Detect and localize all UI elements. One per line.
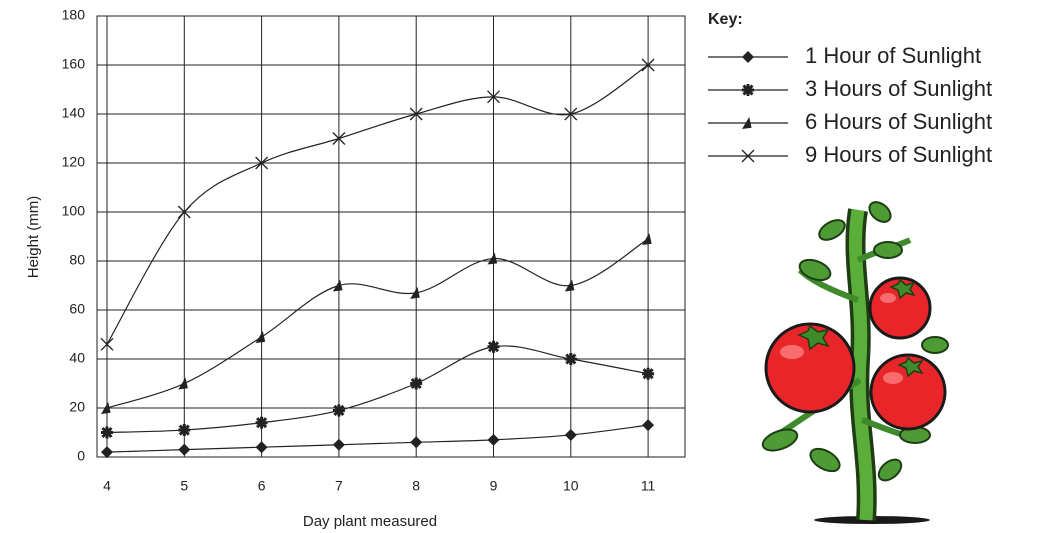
tomato-plant — [761, 201, 949, 524]
y-tick-label: 60 — [69, 301, 85, 317]
marker — [642, 419, 655, 432]
legend-marker — [741, 149, 755, 163]
marker — [410, 377, 423, 390]
series-line — [106, 238, 649, 409]
marker — [332, 132, 346, 145]
series-line — [106, 345, 649, 434]
marker — [642, 367, 655, 380]
marker — [487, 340, 500, 353]
marker — [255, 416, 268, 429]
x-tick-label: 4 — [103, 478, 111, 494]
marker — [410, 286, 420, 299]
marker — [177, 205, 191, 219]
y-tick-label: 40 — [69, 350, 85, 366]
marker — [564, 428, 577, 441]
y-tick-label: 140 — [62, 105, 86, 121]
marker — [101, 446, 113, 459]
marker — [487, 90, 500, 104]
legend-label: 9 Hours of Sunlight — [805, 142, 992, 167]
marker — [101, 402, 111, 414]
series-line — [106, 64, 649, 345]
x-tick-label: 10 — [563, 478, 579, 494]
marker — [409, 107, 423, 121]
marker — [332, 404, 345, 417]
marker — [487, 252, 498, 265]
y-axis-title: Height (mm) — [25, 196, 42, 279]
legend-marker — [742, 51, 754, 63]
y-tick-label: 100 — [62, 203, 86, 219]
marker — [255, 441, 268, 454]
x-tick-label: 7 — [335, 478, 343, 494]
marker — [564, 107, 578, 121]
marker — [178, 377, 188, 390]
y-tick-label: 180 — [62, 7, 86, 23]
x-axis-title: Day plant measured — [303, 513, 437, 530]
marker — [332, 279, 343, 292]
y-tick-label: 80 — [69, 252, 85, 268]
x-tick-label: 6 — [258, 478, 266, 494]
legend-label: 1 Hour of Sunlight — [805, 43, 981, 68]
marker — [101, 426, 113, 439]
y-tick-label: 0 — [77, 448, 85, 464]
marker — [178, 443, 191, 456]
marker — [255, 156, 269, 170]
series-line — [106, 424, 649, 453]
y-tick-label: 20 — [69, 399, 85, 415]
legend-label: 6 Hours of Sunlight — [805, 109, 992, 134]
y-tick-label: 160 — [62, 56, 86, 72]
legend-marker — [742, 117, 752, 129]
plot-frame — [96, 15, 686, 458]
marker — [564, 353, 577, 365]
marker — [178, 424, 191, 437]
marker — [100, 337, 114, 351]
marker — [332, 438, 345, 451]
marker — [487, 433, 500, 446]
y-tick-label: 120 — [62, 154, 86, 170]
x-tick-label: 5 — [180, 478, 188, 494]
x-tick-label: 8 — [412, 478, 420, 494]
marker — [255, 330, 266, 343]
marker — [641, 58, 655, 72]
legend-label: 3 Hours of Sunlight — [805, 76, 992, 101]
marker — [642, 232, 652, 245]
legend-title: Key: — [708, 11, 743, 28]
x-tick-label: 9 — [490, 478, 498, 494]
legend-marker — [742, 84, 754, 96]
marker — [410, 436, 423, 449]
marker — [564, 279, 575, 292]
x-tick-label: 11 — [641, 478, 656, 494]
